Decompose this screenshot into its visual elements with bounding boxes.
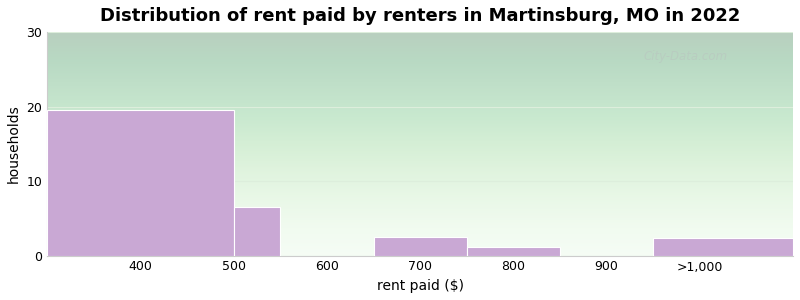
Bar [234,207,280,256]
Y-axis label: households: households [7,104,21,183]
Bar [47,110,234,256]
Bar [374,237,466,256]
Bar [654,238,793,256]
X-axis label: rent paid ($): rent paid ($) [377,279,464,293]
Title: Distribution of rent paid by renters in Martinsburg, MO in 2022: Distribution of rent paid by renters in … [100,7,740,25]
Text: City-Data.com: City-Data.com [644,50,728,63]
Bar [466,247,560,256]
